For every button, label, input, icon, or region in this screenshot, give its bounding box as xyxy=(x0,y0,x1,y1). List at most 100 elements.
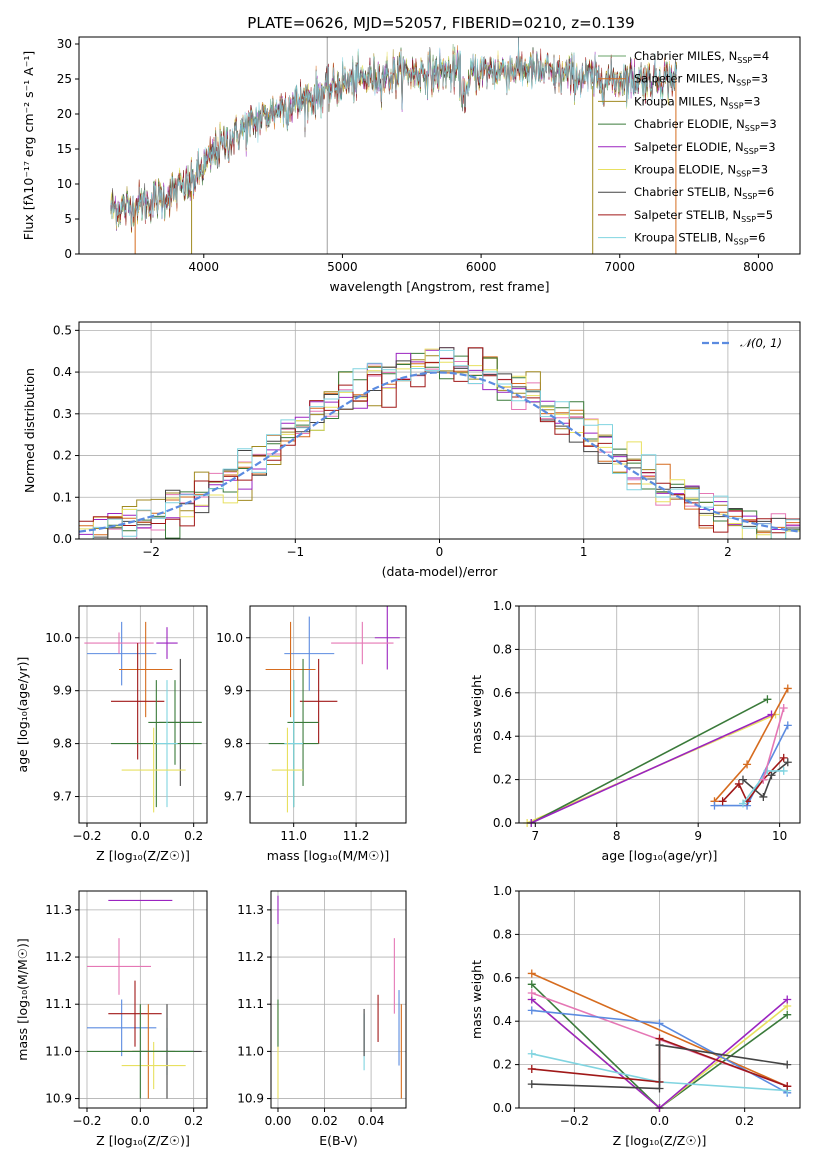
panel-age-mass: 11.0 11.2 9.7 9.8 9.9 10.0 mass [log₁₀(M/M☉)] xyxy=(216,605,407,863)
y-tick-label: 0.4 xyxy=(493,729,512,743)
x-axis-label: (data-model)/error xyxy=(382,564,499,579)
legend-label: Salpeter STELIB, NSSP=5 xyxy=(634,208,773,224)
legend-label: Kroupa ELODIE, NSSP=3 xyxy=(634,163,768,179)
mass-weight-point xyxy=(783,1010,792,1019)
y-tick-label: 10.9 xyxy=(237,1092,264,1106)
y-tick-label: 25 xyxy=(57,72,72,86)
mass-weight-point xyxy=(779,766,788,775)
mass-weight-point xyxy=(767,771,776,780)
legend-label-sub: SSP xyxy=(729,101,744,110)
mass-weight-point xyxy=(779,753,788,762)
x-tick-label: 0.2 xyxy=(184,829,203,843)
legend-label-text: Chabrier MILES, N xyxy=(634,49,737,63)
y-tick-label: 0.3 xyxy=(53,407,72,421)
mass-weight-point xyxy=(527,969,536,978)
legend-label: Chabrier MILES, NSSP=4 xyxy=(634,49,769,65)
legend-label-eq: =3 xyxy=(751,163,768,177)
legend-label-text: Salpeter ELODIE, N xyxy=(634,140,744,154)
x-axis-label: mass [log₁₀(M/M☉)] xyxy=(267,848,389,863)
x-tick-label: 11.0 xyxy=(280,829,307,843)
x-axis-label: Z [log₁₀(Z/Z☉)] xyxy=(96,848,190,863)
legend-label-eq: =6 xyxy=(749,231,766,245)
x-tick-label: −0.2 xyxy=(560,1114,589,1128)
legend-label-text: Kroupa MILES, N xyxy=(634,94,729,108)
mass-weight-point xyxy=(783,721,792,730)
legend-label: 𝒩(0, 1) xyxy=(740,336,782,350)
y-tick-label: 11.0 xyxy=(45,1044,72,1058)
x-tick-label: 8 xyxy=(613,829,621,843)
y-tick-label: 30 xyxy=(57,37,72,51)
y-tick-label: 9.7 xyxy=(53,790,72,804)
y-tick-label: 5 xyxy=(64,212,72,226)
y-tick-label: 10.9 xyxy=(45,1092,72,1106)
histogram-8 xyxy=(79,349,800,539)
mass-weight-line-8 xyxy=(762,707,785,780)
x-tick-label: −1 xyxy=(286,545,304,559)
mass-weight-point xyxy=(763,695,772,704)
legend-label-sub: SSP xyxy=(736,170,751,179)
figure-title: PLATE=0626, MJD=52057, FIBERID=0210, z=0… xyxy=(247,14,634,32)
x-tick-label: 2 xyxy=(724,545,732,559)
mass-weight-point xyxy=(655,1084,664,1093)
panel-mw-age: 7 8 9 10 0.0 0.2 0.4 0.6 0.8 1.0 age [log₁₀(age/yr… xyxy=(469,599,801,863)
legend-label-text: Salpeter STELIB, N xyxy=(634,208,741,222)
y-tick-label: 0.6 xyxy=(493,686,512,700)
mass-weight-point xyxy=(779,703,788,712)
y-tick-label: 0.2 xyxy=(493,773,512,787)
y-tick-label: 0 xyxy=(64,247,72,261)
y-tick-label: 9.7 xyxy=(224,790,243,804)
legend-label-eq: =6 xyxy=(757,185,774,199)
y-tick-label: 9.8 xyxy=(53,737,72,751)
y-tick-label: 10.0 xyxy=(216,631,243,645)
y-tick-label: 9.8 xyxy=(224,737,243,751)
mass-weight-point xyxy=(527,1049,536,1058)
histograms xyxy=(79,347,800,539)
legend-label-sub: SSP xyxy=(741,215,756,224)
mass-weight-line-8 xyxy=(531,1044,788,1090)
x-tick-label: 0.02 xyxy=(311,1114,338,1128)
y-tick-label: 11.2 xyxy=(237,950,264,964)
y-axis-label: age [log₁₀(age/yr)] xyxy=(15,657,30,773)
legend-label-sub: SSP xyxy=(736,79,751,88)
x-tick-label: −0.2 xyxy=(72,829,101,843)
legend-label: Chabrier ELODIE, NSSP=3 xyxy=(634,117,777,133)
panel-mw-Z: −0.2 0.0 0.2 0.0 0.2 0.4 0.6 0.8 1.0 Z [log₁₀(Z/Z… xyxy=(469,884,801,1148)
x-axis-label: age [log₁₀(age/yr)] xyxy=(602,848,718,863)
x-tick-label: 0.0 xyxy=(131,829,150,843)
mass-weight-point xyxy=(718,797,727,806)
axes-frame xyxy=(78,605,208,824)
x-axis-label: wavelength [Angstrom, rest frame] xyxy=(329,279,549,294)
x-tick-label: 7000 xyxy=(604,260,635,274)
y-tick-label: 0.2 xyxy=(493,1058,512,1072)
y-axis-label: Flux [fλ10⁻¹⁷ erg cm⁻² s⁻¹ A⁻¹] xyxy=(21,51,36,240)
legend-label-text: Chabrier ELODIE, N xyxy=(634,117,745,131)
mass-weight-line-2 xyxy=(530,713,772,824)
legend-label-eq: =5 xyxy=(756,208,773,222)
spectrum-lines xyxy=(110,37,677,254)
y-axis-label: mass weight xyxy=(469,960,484,1039)
y-tick-label: 0.8 xyxy=(493,927,512,941)
mass-weight-point xyxy=(783,995,792,1004)
mass-weight-point xyxy=(759,792,768,801)
x-axis-label: Z [log₁₀(Z/Z☉)] xyxy=(613,1133,707,1148)
panel-mass-Z: −0.2 0.0 0.2 10.9 11.0 11.1 11.2 11.3 Z [log₁₀(Z… xyxy=(15,890,208,1148)
mass-weight-point xyxy=(783,1060,792,1069)
y-tick-label: 0.6 xyxy=(493,971,512,985)
y-tick-label: 0.0 xyxy=(53,532,72,546)
x-tick-label: 6000 xyxy=(466,260,497,274)
x-tick-label: 9 xyxy=(694,829,702,843)
mass-weight-line-1 xyxy=(530,698,768,824)
y-axis-label: mass [log₁₀(M/M☉)] xyxy=(15,938,30,1060)
legend-label-eq: =4 xyxy=(752,49,769,63)
axes-frame xyxy=(78,890,208,1109)
legend-label-eq: =3 xyxy=(744,94,761,108)
mass-weight-point xyxy=(763,766,772,775)
legend-label-text: Chabrier STELIB, N xyxy=(634,185,742,199)
mass-weight-point xyxy=(527,1064,536,1073)
panel-age-Z: −0.2 0.0 0.2 9.7 9.8 9.9 10.0 Z [log₁₀(Z/Z☉)] ag… xyxy=(15,605,208,863)
mass-weight-line-6 xyxy=(742,761,789,799)
spectrum-line-8 xyxy=(110,37,677,228)
x-tick-label: 7 xyxy=(531,829,539,843)
